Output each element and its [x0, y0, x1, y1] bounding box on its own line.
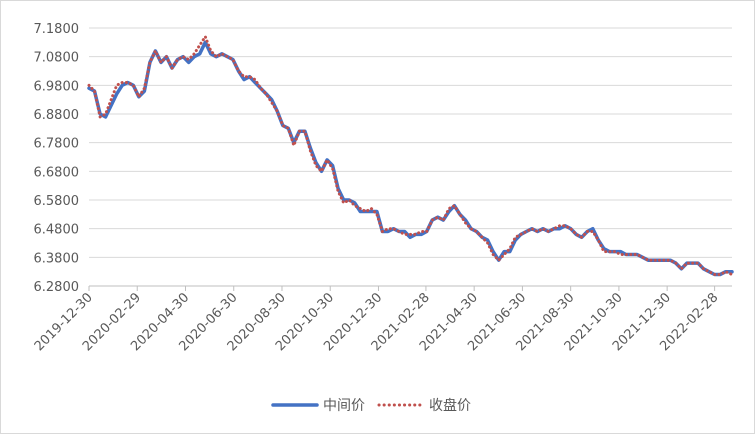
y-tick-label: 6.5800	[34, 194, 80, 209]
series-line-1	[87, 35, 734, 276]
y-tick-label: 6.3800	[34, 251, 80, 266]
y-tick-label: 6.4800	[34, 223, 80, 238]
series-line-0	[87, 40, 734, 277]
y-tick-label: 7.1800	[34, 22, 80, 37]
series-lines	[87, 35, 734, 277]
gridlines	[89, 27, 732, 287]
y-tick-label: 6.6800	[34, 165, 80, 180]
y-tick-label: 6.2800	[34, 280, 80, 295]
legend-label-1: 收盘价	[429, 397, 471, 414]
y-tick-label: 6.7800	[34, 137, 80, 152]
y-axis-tick-labels: 7.1800 7.0800 6.9800 6.8800 6.7800 6.6800 6.58…	[34, 22, 80, 295]
legend-label-0: 中间价	[323, 398, 365, 414]
x-axis: 2019-12-302020-02-292020-04-302020-06-30…	[32, 285, 732, 354]
y-tick-label: 6.9800	[34, 79, 80, 94]
y-tick-label: 6.8800	[34, 108, 80, 123]
y-tick-label: 7.0800	[34, 51, 80, 66]
legend: 中间价 收盘价	[271, 397, 471, 414]
